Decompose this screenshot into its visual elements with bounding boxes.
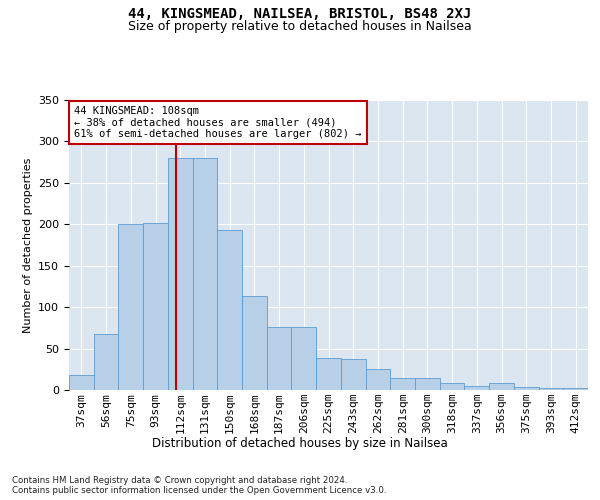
Bar xyxy=(489,384,514,390)
Bar xyxy=(341,358,365,390)
Bar xyxy=(365,370,390,390)
Text: Size of property relative to detached houses in Nailsea: Size of property relative to detached ho… xyxy=(128,20,472,33)
Bar xyxy=(316,358,341,390)
Bar xyxy=(143,224,168,390)
Bar xyxy=(193,158,217,390)
Text: Contains HM Land Registry data © Crown copyright and database right 2024.
Contai: Contains HM Land Registry data © Crown c… xyxy=(12,476,386,495)
Bar xyxy=(440,382,464,390)
Bar xyxy=(390,378,415,390)
Bar xyxy=(267,327,292,390)
Bar xyxy=(242,296,267,390)
Text: 44, KINGSMEAD, NAILSEA, BRISTOL, BS48 2XJ: 44, KINGSMEAD, NAILSEA, BRISTOL, BS48 2X… xyxy=(128,8,472,22)
Y-axis label: Number of detached properties: Number of detached properties xyxy=(23,158,32,332)
Bar xyxy=(94,334,118,390)
Bar xyxy=(415,378,440,390)
Bar xyxy=(118,224,143,390)
Bar xyxy=(69,375,94,390)
Bar xyxy=(168,158,193,390)
Bar xyxy=(514,386,539,390)
Bar xyxy=(563,388,588,390)
Bar xyxy=(539,388,563,390)
Bar xyxy=(292,327,316,390)
Text: 44 KINGSMEAD: 108sqm
← 38% of detached houses are smaller (494)
61% of semi-deta: 44 KINGSMEAD: 108sqm ← 38% of detached h… xyxy=(74,106,362,139)
Bar xyxy=(464,386,489,390)
Bar xyxy=(217,230,242,390)
Text: Distribution of detached houses by size in Nailsea: Distribution of detached houses by size … xyxy=(152,438,448,450)
